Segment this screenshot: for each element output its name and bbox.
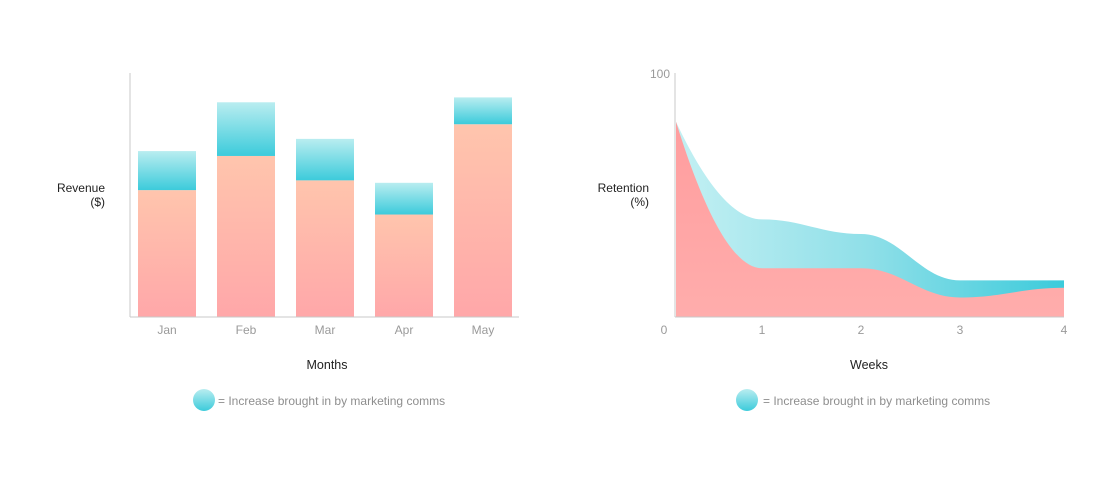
retention-x-tick-1: 1 <box>759 323 766 337</box>
revenue-x-tick-mar: Mar <box>315 323 336 337</box>
revenue-bar-base-mar <box>296 180 354 317</box>
revenue-bar-increase-jan <box>138 151 196 191</box>
retention-y-label-line1: Retention <box>598 181 649 195</box>
revenue-bar-chart: Jan Feb Mar Apr May Revenue ($) Months = Inc… <box>57 73 519 411</box>
revenue-bar-increase-feb <box>217 102 275 156</box>
revenue-legend-text: = Increase brought in by marketing comms <box>218 394 445 408</box>
retention-area-base <box>676 121 1064 317</box>
retention-x-tick-4: 4 <box>1061 323 1068 337</box>
revenue-y-label-line2: ($) <box>90 195 105 209</box>
revenue-bar-base-feb <box>217 155 275 317</box>
revenue-bar-increase-may <box>454 97 512 125</box>
retention-y-label-line2: (%) <box>630 195 649 209</box>
revenue-bar-base-may <box>454 124 512 318</box>
retention-x-label: Weeks <box>850 358 888 372</box>
retention-areas <box>676 121 1064 317</box>
retention-legend-swatch-icon <box>736 389 758 411</box>
revenue-x-tick-may: May <box>472 323 495 337</box>
retention-legend-text: = Increase brought in by marketing comms <box>763 394 990 408</box>
revenue-x-tick-jan: Jan <box>157 323 176 337</box>
revenue-x-label: Months <box>307 358 348 372</box>
retention-x-tick-0: 0 <box>661 323 668 337</box>
revenue-bar-increase-mar <box>296 138 354 181</box>
revenue-x-tick-apr: Apr <box>395 323 414 337</box>
retention-x-ticks: 0 1 2 3 4 <box>661 323 1068 337</box>
revenue-bar-base-jan <box>138 190 196 317</box>
revenue-bar-base-apr <box>375 214 433 317</box>
revenue-legend-swatch-icon <box>193 389 215 411</box>
revenue-bar-increase-apr <box>375 182 433 215</box>
retention-area-chart: 100 0 1 2 3 4 Retention (%) Weeks = Increase… <box>598 67 1068 411</box>
retention-y-tick-100: 100 <box>650 67 670 81</box>
revenue-y-label-line1: Revenue <box>57 181 105 195</box>
revenue-x-ticks: Jan Feb Mar Apr May <box>157 323 494 337</box>
retention-x-tick-3: 3 <box>957 323 964 337</box>
revenue-x-tick-feb: Feb <box>236 323 257 337</box>
retention-x-tick-2: 2 <box>858 323 865 337</box>
revenue-bars <box>138 97 512 318</box>
